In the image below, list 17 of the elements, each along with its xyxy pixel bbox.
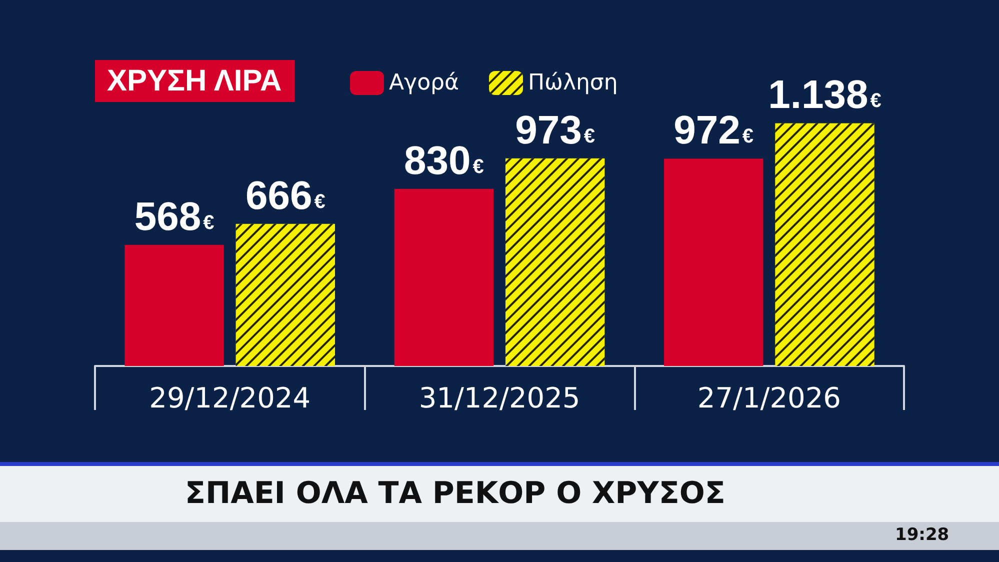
bar	[664, 158, 764, 366]
x-tick-label: 29/12/2024	[149, 382, 311, 414]
data-label: 972€	[674, 108, 754, 153]
data-label: 830€	[404, 138, 484, 183]
legend-label: Αγορά	[389, 70, 459, 96]
bar	[124, 244, 224, 366]
data-label: 666€	[245, 174, 326, 218]
headline-banner: ΣΠΑΕΙ ΟΛΑ ΤΑ ΡΕΚΟΡ Ο ΧΡΥΣΟΣ	[0, 462, 999, 522]
data-label: 973€	[515, 108, 595, 152]
chart-title: ΧΡΥΣΗ ΛΙΡΑ	[107, 64, 282, 98]
data-label: 568€	[134, 194, 214, 239]
bar	[394, 188, 494, 366]
x-tick-label: 31/12/2025	[418, 382, 580, 414]
legend-label: Πώληση	[528, 70, 618, 96]
x-tick-label: 27/1/2026	[697, 382, 841, 414]
ticker-strip: 19:28	[0, 522, 999, 550]
data-label: 1.138€	[768, 73, 882, 118]
